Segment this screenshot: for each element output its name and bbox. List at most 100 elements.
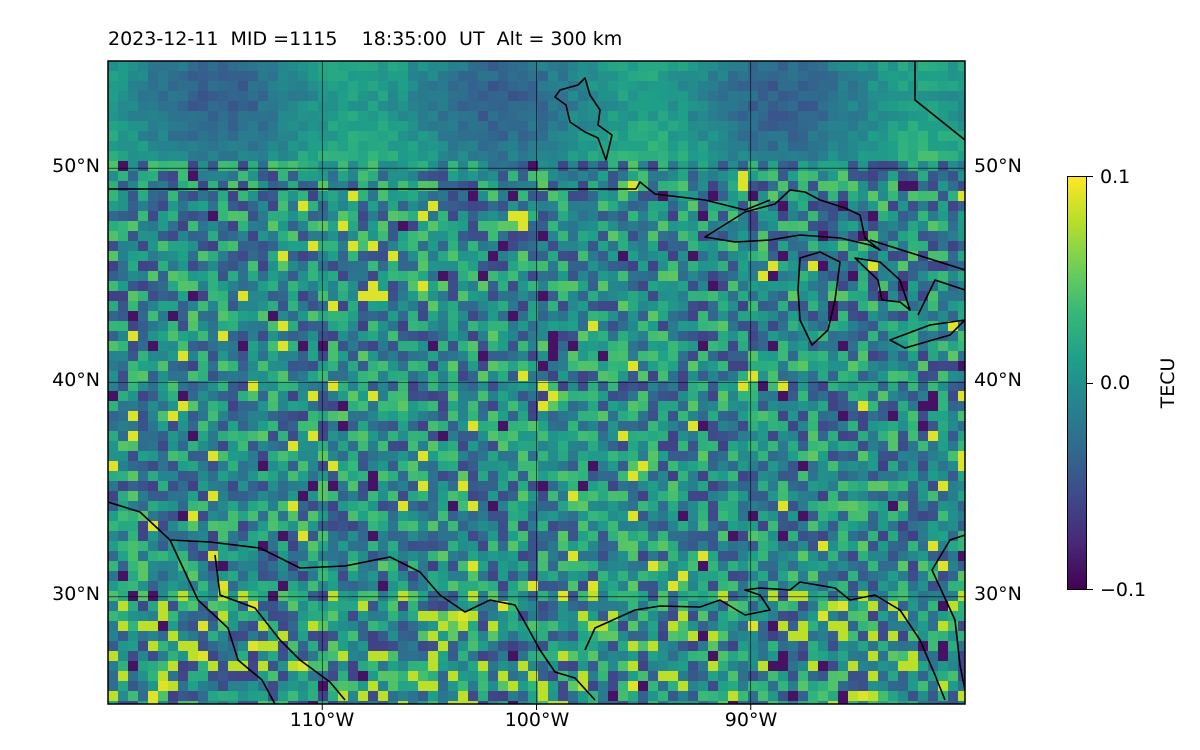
tec-cell <box>278 511 289 522</box>
tec-cell <box>708 491 719 502</box>
tec-cell <box>648 451 659 462</box>
tec-cell <box>828 311 839 322</box>
tec-cell <box>828 131 839 142</box>
tec-cell <box>448 461 459 472</box>
tec-cell <box>718 491 729 502</box>
tec-cell <box>458 621 469 632</box>
tec-cell <box>658 331 669 342</box>
tec-cell <box>388 371 399 382</box>
tec-cell <box>498 101 509 112</box>
tec-cell <box>938 81 949 92</box>
tec-cell <box>588 471 599 482</box>
tec-cell <box>738 151 749 162</box>
tec-cell <box>618 371 629 382</box>
tec-cell <box>378 481 389 492</box>
tec-cell <box>778 491 789 502</box>
tec-cell <box>518 521 529 532</box>
tec-cell <box>898 321 909 332</box>
tec-cell <box>418 331 429 342</box>
tec-cell <box>858 491 869 502</box>
tec-cell <box>168 521 179 532</box>
tec-cell <box>848 61 859 72</box>
tec-cell <box>448 601 459 612</box>
tec-cell <box>528 561 539 572</box>
tec-cell <box>878 361 889 372</box>
tec-cell <box>408 411 419 422</box>
tec-cell <box>478 271 489 282</box>
tec-cell <box>368 321 379 332</box>
tec-cell <box>208 321 219 332</box>
tec-cell <box>338 71 349 82</box>
tec-cell <box>668 591 679 602</box>
tec-cell <box>138 641 149 652</box>
tec-cell <box>858 121 869 132</box>
tec-cell <box>568 191 579 202</box>
tec-cell <box>458 271 469 282</box>
tec-cell <box>518 361 529 372</box>
tec-cell <box>758 581 769 592</box>
tec-cell <box>428 541 439 552</box>
tec-cell <box>338 241 349 252</box>
tec-cell <box>798 361 809 372</box>
tec-cell <box>608 151 619 162</box>
tec-cell <box>498 571 509 582</box>
tec-cell <box>918 351 929 362</box>
tec-cell <box>198 251 209 262</box>
tec-cell <box>278 581 289 592</box>
tec-cell <box>398 531 409 542</box>
tec-cell <box>228 471 239 482</box>
tec-cell <box>828 381 839 392</box>
tec-cell <box>468 461 479 472</box>
tec-cell <box>338 531 349 542</box>
tec-cell <box>638 351 649 362</box>
tec-cell <box>288 231 299 242</box>
tec-cell <box>768 241 779 252</box>
tec-cell <box>758 251 769 262</box>
tec-cell <box>118 111 129 122</box>
tec-cell <box>448 531 459 542</box>
tec-cell <box>508 521 519 532</box>
tec-cell <box>398 281 409 292</box>
tec-cell <box>108 191 119 202</box>
tec-cell <box>488 301 499 312</box>
tec-cell <box>708 371 719 382</box>
tec-cell <box>148 631 159 642</box>
tec-cell <box>238 531 249 542</box>
tec-cell <box>878 221 889 232</box>
tec-cell <box>948 471 959 482</box>
tec-cell <box>758 191 769 202</box>
tec-cell <box>428 121 439 132</box>
tec-cell <box>158 211 169 222</box>
tec-cell <box>358 631 369 642</box>
tec-cell <box>678 91 689 102</box>
tec-cell <box>478 401 489 412</box>
tec-cell <box>298 621 309 632</box>
tec-cell <box>548 91 559 102</box>
tec-cell <box>128 581 139 592</box>
tec-cell <box>508 391 519 402</box>
tec-cell <box>548 461 559 472</box>
tec-cell <box>608 321 619 332</box>
tec-cell <box>148 491 159 502</box>
tec-cell <box>408 481 419 492</box>
tec-cell <box>248 351 259 362</box>
tec-cell <box>168 591 179 602</box>
tec-cell <box>128 241 139 252</box>
tec-cell <box>118 621 129 632</box>
tec-cell <box>538 631 549 642</box>
tec-cell <box>308 501 319 512</box>
tec-cell <box>248 431 259 442</box>
tec-cell <box>358 341 369 352</box>
tec-cell <box>618 461 629 472</box>
tec-cell <box>308 101 319 112</box>
tec-cell <box>368 531 379 542</box>
tec-cell <box>838 301 849 312</box>
tec-cell <box>788 241 799 252</box>
tec-cell <box>388 601 399 612</box>
tec-cell <box>308 441 319 452</box>
tec-cell <box>398 251 409 262</box>
tec-cell <box>438 381 449 392</box>
tec-cell <box>948 521 959 532</box>
tec-cell <box>618 211 629 222</box>
tec-cell <box>258 591 269 602</box>
